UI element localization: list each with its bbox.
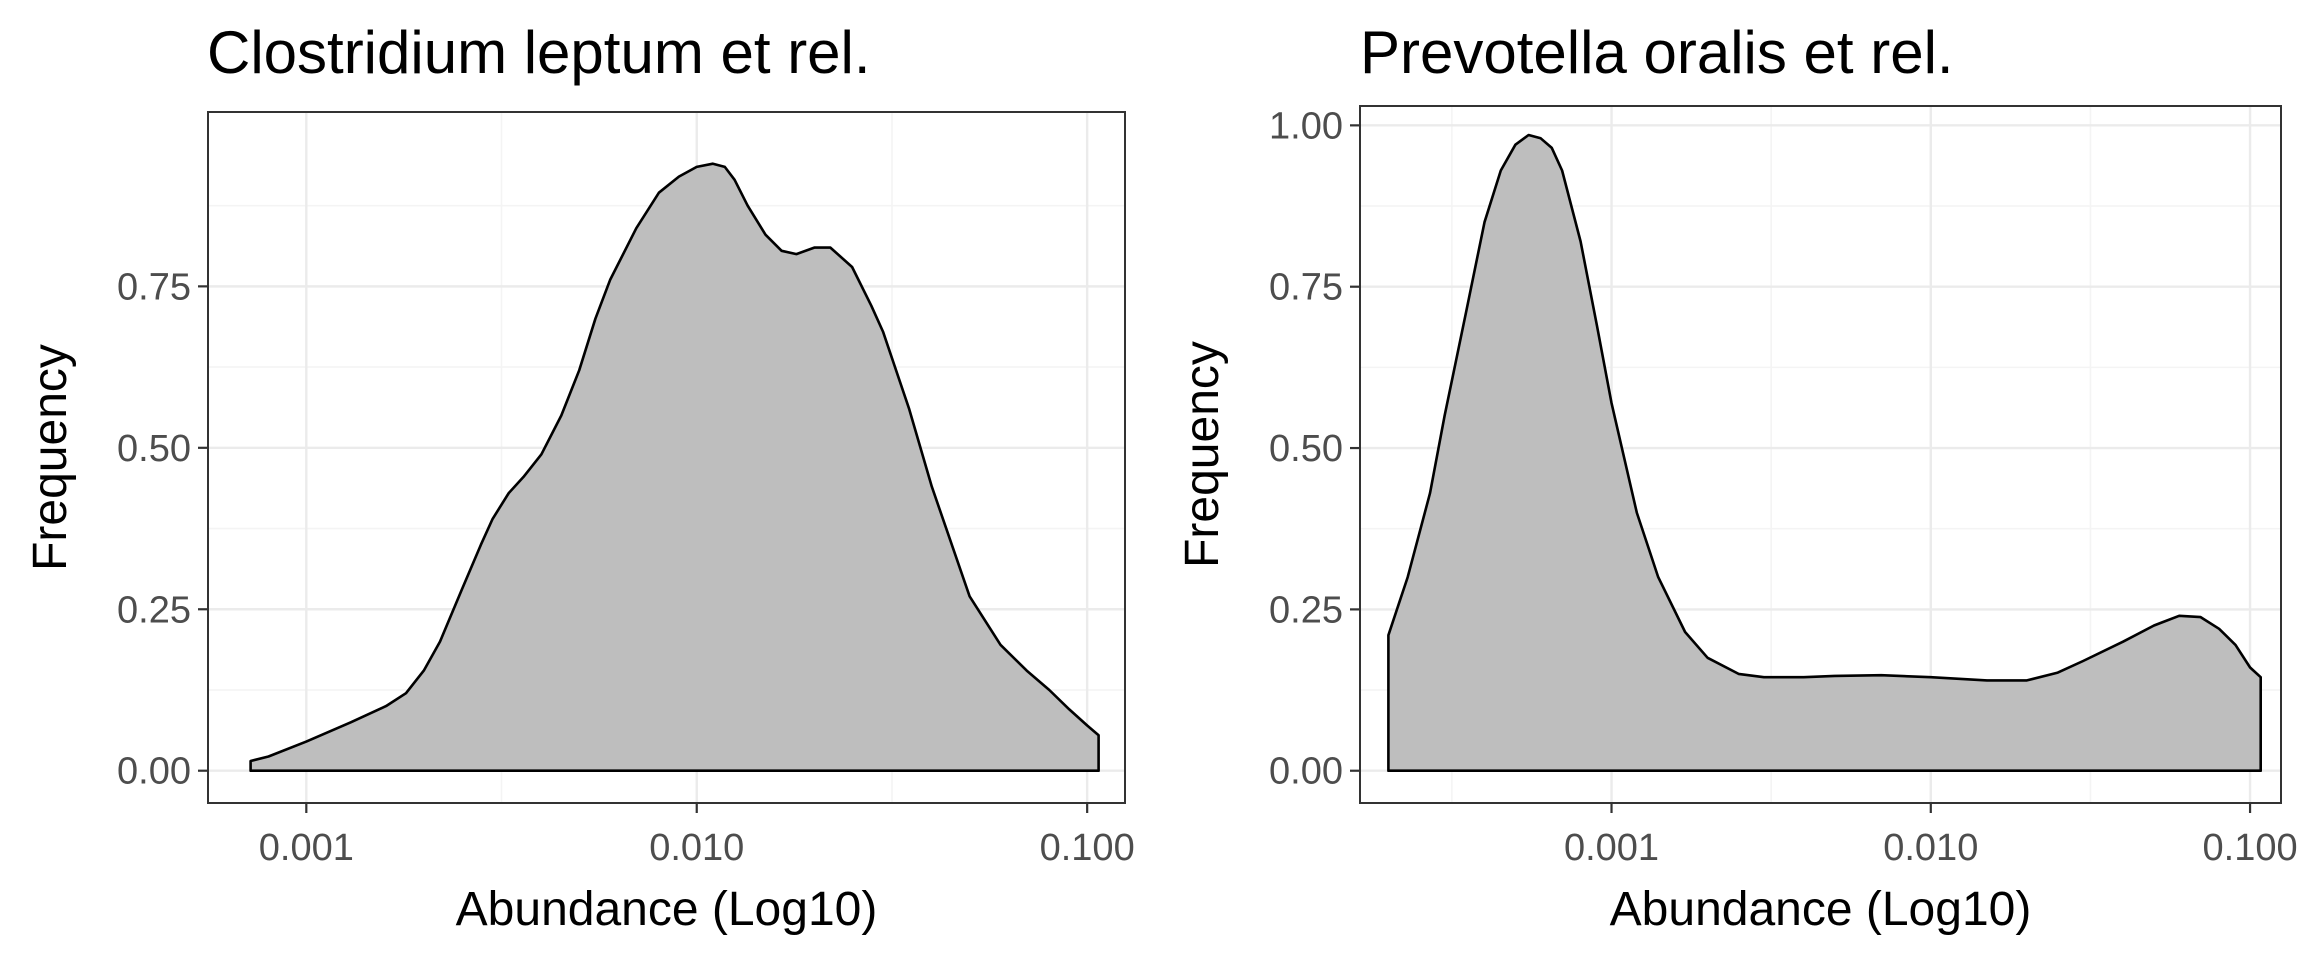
y-axis: 0.00 0.25 0.50 0.75 1.00 [1269,105,1360,793]
y-tick-label: 0.50 [117,428,191,470]
plot-panel-border [207,111,1126,804]
density-area [1387,133,2262,772]
x-axis-title: Abundance (Log10) [1610,883,2032,936]
chart-title: Clostridium leptum et rel. [207,19,871,86]
x-tick-label: 0.100 [1040,827,1135,869]
y-tick-label: 0.50 [1269,428,1343,470]
x-tick-label: 0.001 [1564,827,1659,869]
chart-clostridium: Clostridium leptum et rel. 0.000.250.500… [24,19,1135,936]
y-axis: 0.00 0.25 0.50 0.75 [117,266,208,793]
x-axis-title: Abundance (Log10) [456,883,878,936]
y-tick-label: 0.75 [1269,267,1343,309]
y-tick-label: 0.00 [117,751,191,793]
density-area [249,162,1100,772]
x-tick-label: 0.001 [259,827,354,869]
x-tick-label: 0.010 [649,827,744,869]
x-tick-label: 0.010 [1883,827,1978,869]
chart-prevotella: Prevotella oralis et rel. 0.000.250.500.… [1176,19,2298,936]
y-tick-label: 0.25 [117,589,191,631]
x-axis: 0.001 0.010 0.100 [259,803,1135,869]
y-axis-title: Frequency [24,344,77,571]
x-axis: 0.001 0.010 0.100 [1564,803,2298,869]
y-tick-label: 0.75 [117,266,191,308]
y-axis-title: Frequency [1176,341,1229,568]
y-tick-label: 0.00 [1269,751,1343,793]
y-tick-label: 1.00 [1269,105,1343,147]
plot-panel-border [1359,105,2282,804]
y-tick-label: 0.25 [1269,589,1343,631]
chart-title: Prevotella oralis et rel. [1360,19,1954,86]
x-tick-label: 0.100 [2203,827,2298,869]
